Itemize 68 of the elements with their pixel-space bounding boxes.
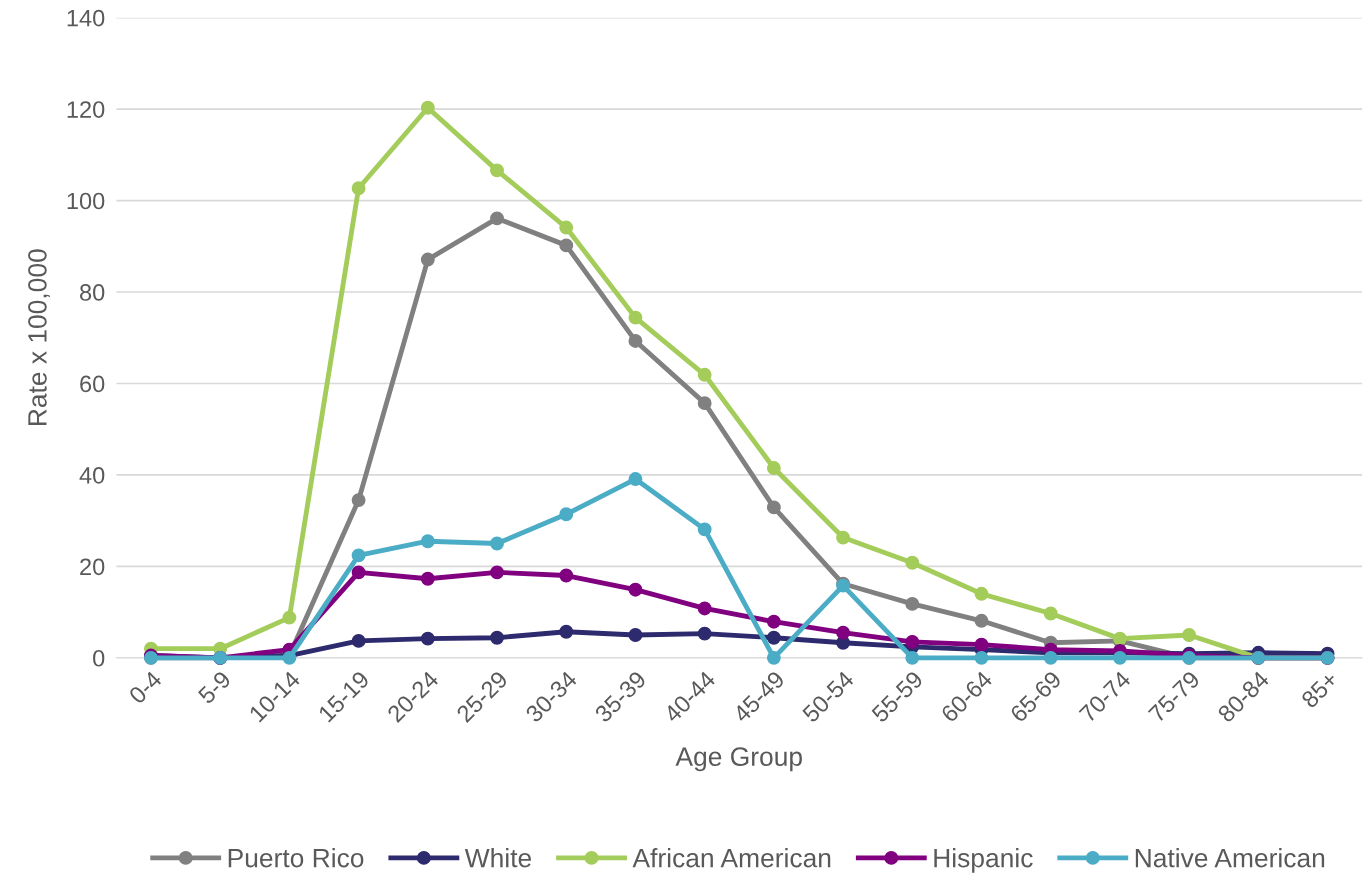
point — [905, 634, 920, 649]
legend-label: Native American — [1135, 848, 1325, 868]
point — [1043, 606, 1058, 621]
point — [766, 614, 781, 629]
point — [420, 631, 435, 646]
point — [351, 493, 366, 508]
legend-label: African American — [632, 848, 831, 868]
point — [351, 181, 366, 196]
x-tick-label: 85+ — [1300, 670, 1339, 709]
point — [490, 630, 504, 645]
point — [559, 220, 574, 235]
y-tick-label: 40 — [79, 467, 105, 484]
point — [559, 568, 574, 583]
point — [351, 633, 366, 648]
legend-label: White — [464, 848, 532, 868]
point — [766, 461, 781, 476]
point — [559, 507, 574, 522]
point — [420, 100, 435, 115]
point — [490, 536, 504, 551]
point — [905, 596, 920, 611]
legend-label: Hispanic — [934, 848, 1033, 873]
point — [490, 565, 504, 580]
point — [1043, 650, 1058, 665]
point — [697, 396, 712, 411]
legend-label: Puerto Rico — [228, 848, 364, 868]
y-tick-label: 60 — [80, 375, 105, 393]
point — [420, 571, 435, 586]
point — [559, 624, 574, 639]
y-tick-label: 100 — [67, 192, 105, 210]
point — [628, 310, 643, 325]
point — [836, 625, 851, 640]
point — [490, 211, 504, 226]
point — [974, 650, 989, 665]
y-tick-label: 140 — [67, 9, 105, 27]
y-axis-title: Rate x 100,000 — [28, 249, 50, 426]
point — [282, 610, 297, 625]
point — [490, 163, 504, 178]
x-axis-title: Age Group — [675, 747, 802, 772]
y-tick-label: 80 — [80, 284, 105, 301]
point — [836, 530, 851, 545]
point — [559, 238, 574, 253]
point — [420, 252, 435, 267]
point — [420, 534, 435, 549]
point — [766, 500, 781, 515]
y-tick-label: 120 — [67, 101, 105, 118]
point — [1112, 650, 1127, 665]
point — [697, 522, 712, 537]
y-tick-label: 20 — [80, 558, 105, 576]
point — [974, 586, 989, 601]
point — [697, 367, 712, 382]
point — [628, 472, 643, 486]
point — [766, 630, 781, 645]
point — [905, 650, 920, 665]
point — [351, 565, 366, 580]
point — [766, 650, 781, 665]
y-tick-label: 0 — [93, 649, 105, 667]
point — [1182, 628, 1197, 642]
point — [697, 626, 712, 641]
point — [974, 637, 989, 652]
point — [628, 582, 643, 597]
point — [697, 601, 712, 616]
point — [628, 628, 643, 642]
point — [628, 334, 643, 348]
point — [974, 613, 989, 628]
point — [351, 548, 366, 563]
x-tick-label: 5-9 — [197, 670, 232, 705]
x-tick-label: 0-4 — [127, 669, 163, 705]
point — [905, 555, 920, 570]
